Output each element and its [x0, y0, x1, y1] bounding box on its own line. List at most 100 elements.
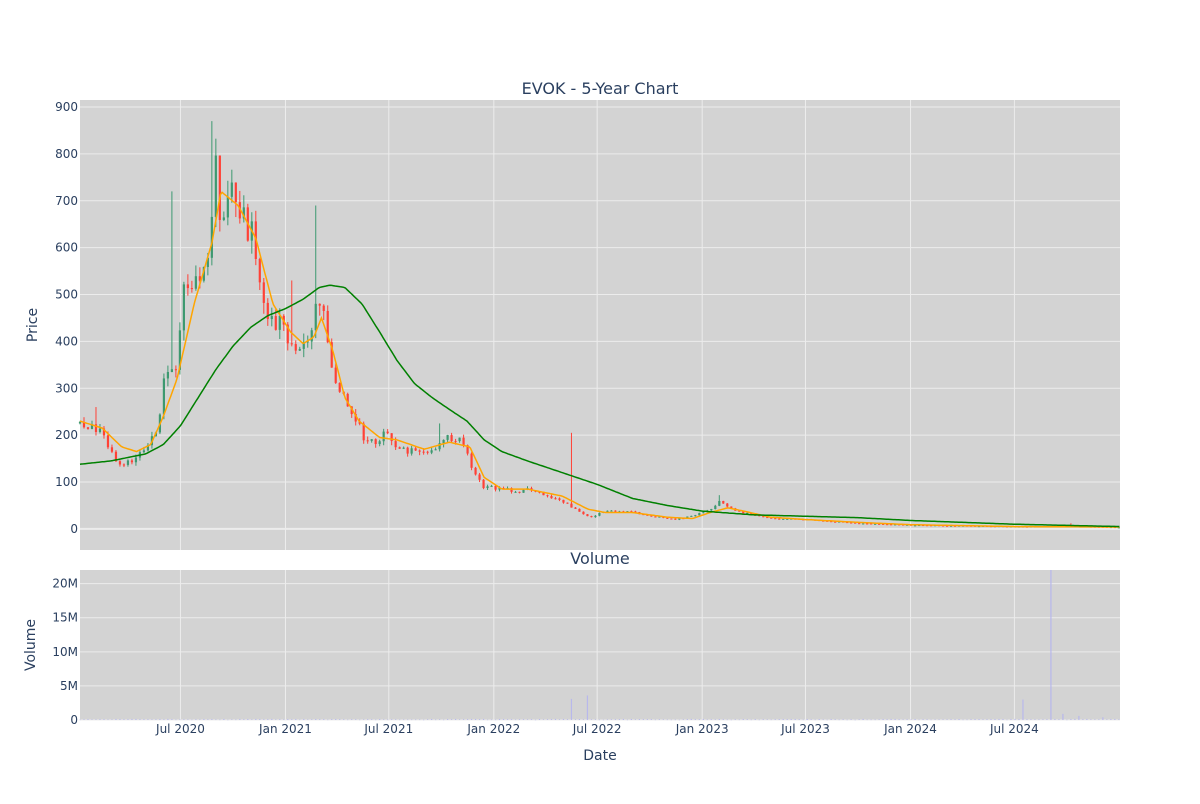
volume-bar: [938, 719, 940, 720]
price-y-tick-label: 800: [55, 147, 78, 161]
volume-bar: [950, 719, 952, 720]
volume-bar: [195, 719, 197, 720]
candle-body: [454, 441, 457, 443]
candle-body: [746, 512, 749, 514]
price-y-tick-label: 400: [55, 334, 78, 348]
candle-body: [162, 378, 166, 415]
candle-body: [690, 515, 693, 517]
candle-body: [218, 155, 221, 220]
candle-body: [494, 485, 497, 490]
volume-bar: [299, 719, 301, 721]
candle-body: [474, 467, 477, 475]
volume-bar: [674, 719, 676, 721]
volume-bar: [115, 718, 117, 720]
volume-bar: [870, 719, 872, 721]
candle-body: [586, 514, 589, 517]
volume-bar: [1058, 719, 1060, 720]
candle-body: [886, 524, 889, 526]
volume-bar: [107, 719, 109, 721]
volume-bar: [814, 719, 816, 721]
volume-bar: [566, 719, 569, 720]
volume-bar: [754, 719, 756, 720]
volume-bar: [550, 719, 553, 720]
volume-bar: [407, 719, 409, 721]
volume-bar: [395, 719, 397, 720]
candle-body: [945, 525, 949, 527]
volume-bar: [351, 719, 353, 720]
candle-body: [654, 516, 657, 518]
volume-bar: [570, 698, 573, 720]
volume-bar: [175, 719, 177, 721]
volume-bar: [215, 719, 217, 721]
volume-bar: [415, 719, 417, 721]
candle-body: [830, 521, 833, 523]
volume-bar: [582, 719, 585, 720]
volume-bar: [638, 719, 640, 720]
candle-body: [122, 464, 126, 466]
candle-body: [770, 517, 773, 519]
volume-bar: [1042, 719, 1044, 720]
volume-bar: [454, 718, 457, 720]
candle-body: [710, 509, 713, 511]
volume-bar: [315, 719, 317, 720]
x-tick-label: Jul 2023: [780, 722, 830, 736]
volume-bar: [542, 719, 545, 720]
volume-bar: [614, 719, 617, 720]
volume-bar: [930, 719, 932, 721]
volume-bar: [343, 719, 345, 720]
candle-body: [434, 449, 437, 451]
volume-bar: [906, 719, 908, 720]
candle-body: [214, 155, 217, 217]
candle-body: [262, 282, 265, 303]
candle-body: [290, 343, 293, 345]
volume-bar: [147, 719, 149, 720]
volume-bar: [1046, 719, 1048, 720]
volume-bar: [586, 695, 589, 720]
volume-bar: [1014, 718, 1016, 720]
candle-body: [949, 525, 953, 527]
candle-body: [678, 518, 681, 520]
volume-bar: [331, 719, 333, 720]
volume-bar: [714, 719, 716, 720]
volume-bar: [387, 719, 389, 721]
volume-bar: [267, 719, 269, 720]
volume-bar: [95, 719, 97, 720]
volume-bar: [634, 719, 636, 720]
x-tick-label: Jul 2024: [989, 722, 1039, 736]
volume-bar: [610, 719, 613, 720]
volume-bar: [934, 719, 936, 720]
candle-body: [518, 491, 521, 493]
candle-body: [894, 524, 897, 526]
volume-bar: [558, 719, 561, 720]
price-y-tick-labels: 0 100 200 300 400 500 600 700 800 900: [55, 100, 78, 536]
volume-bar: [642, 719, 644, 720]
candle-body: [458, 437, 461, 442]
volume-bar: [1090, 719, 1092, 720]
volume-bar: [259, 719, 261, 720]
candle-body: [846, 522, 849, 524]
volume-bar: [686, 719, 688, 720]
volume-bar: [167, 718, 169, 720]
x-axis-title: Date: [583, 748, 616, 764]
volume-bar: [399, 719, 401, 721]
candle-body: [422, 451, 425, 453]
candle-body: [178, 330, 181, 370]
candle-body: [478, 474, 481, 480]
candle-body: [658, 516, 661, 518]
candle-body: [354, 414, 357, 422]
volume-bar: [858, 719, 860, 720]
candle-body: [174, 369, 177, 371]
volume-bar: [966, 719, 968, 721]
volume-bar: [606, 719, 609, 721]
volume-bar: [227, 719, 229, 721]
volume-bar: [1018, 719, 1020, 720]
volume-bar: [1066, 719, 1068, 721]
volume-bar: [506, 719, 509, 720]
candle-body: [566, 502, 569, 504]
volume-bar: [650, 719, 652, 720]
volume-bar: [518, 719, 521, 720]
volume-bar: [822, 719, 824, 721]
volume-bar: [834, 719, 836, 720]
volume-bar: [750, 719, 752, 721]
volume-bar: [734, 719, 736, 720]
